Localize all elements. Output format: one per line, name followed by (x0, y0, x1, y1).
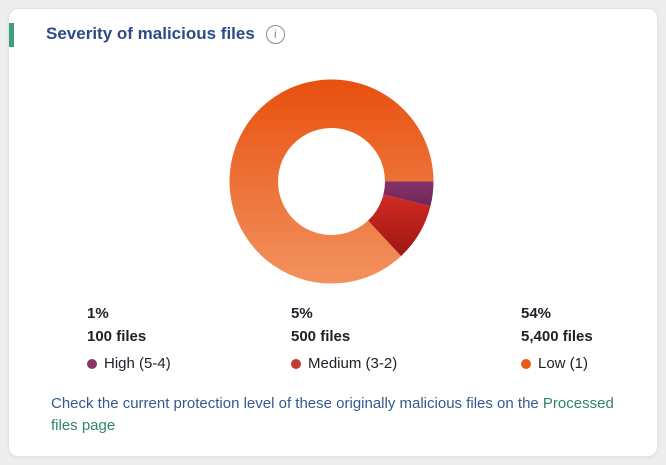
legend-item-low: 54% 5,400 files Low (1) (521, 305, 593, 373)
severity-donut-chart[interactable] (229, 79, 434, 284)
severity-donut-svg (229, 79, 434, 284)
donut-segment-high[interactable] (383, 181, 434, 207)
legend-dot-low (521, 359, 531, 369)
legend-percent: 54% (521, 305, 552, 322)
legend-files: 500 files (291, 328, 351, 345)
legend-label: Medium (3-2) (308, 355, 398, 372)
card-header: Severity of malicious files i (46, 22, 285, 46)
legend-toggle-high[interactable]: High (5-4) (87, 355, 171, 373)
info-icon-glyph: i (273, 27, 277, 41)
legend-files: 5,400 files (521, 328, 593, 345)
legend-label: Low (1) (538, 355, 589, 372)
legend-files: 100 files (87, 328, 147, 345)
legend-percent: 1% (87, 305, 109, 322)
legend-label: High (5-4) (104, 355, 171, 372)
chart-legend: 1% 100 files High (5-4) 5% 500 files Med… (9, 9, 657, 456)
legend-percent: 5% (291, 305, 313, 322)
legend-toggle-low[interactable]: Low (1) (521, 355, 593, 373)
legend-dot-medium (291, 359, 301, 369)
severity-card: Severity of malicious files i 1% 100 fil… (8, 8, 658, 457)
card-accent-bar (9, 23, 14, 47)
processed-files-link[interactable]: Processed files page (51, 395, 614, 434)
donut-segment-low[interactable] (229, 79, 434, 284)
footer-text: Check the current protection level of th… (51, 395, 539, 412)
legend-toggle-medium[interactable]: Medium (3-2) (291, 355, 397, 373)
card-title: Severity of malicious files (46, 24, 255, 43)
footer-note: Check the current protection level of th… (51, 393, 636, 437)
donut-segment-medium[interactable] (367, 194, 431, 257)
legend-item-medium: 5% 500 files Medium (3-2) (291, 305, 397, 373)
info-icon[interactable]: i (265, 24, 285, 44)
legend-item-high: 1% 100 files High (5-4) (87, 305, 171, 373)
legend-dot-high (87, 359, 97, 369)
